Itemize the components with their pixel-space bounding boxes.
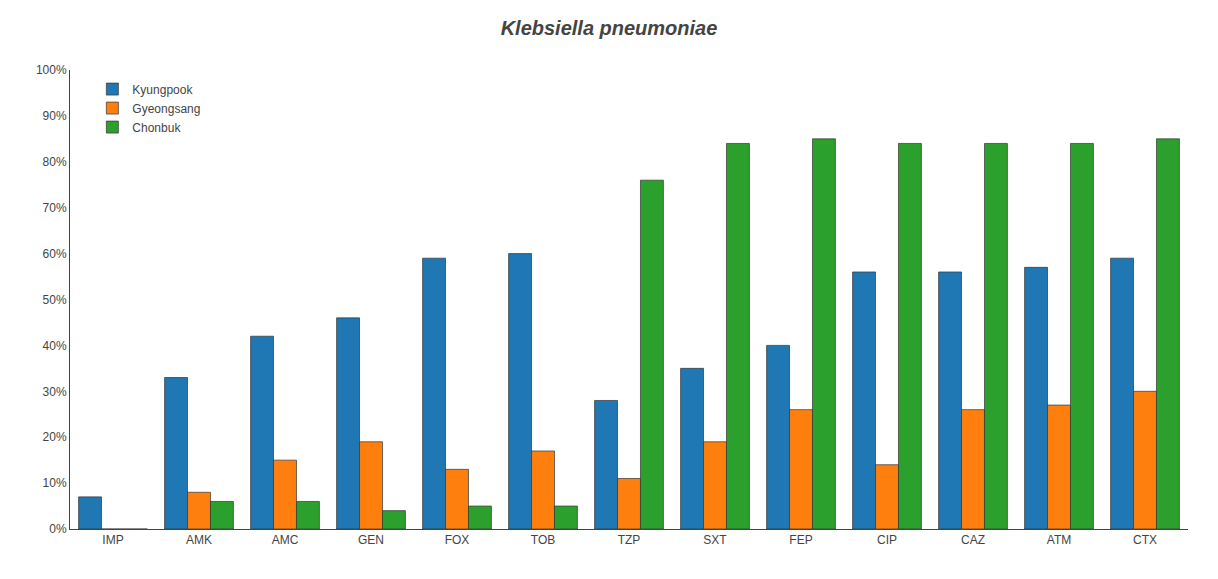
svg-text:CAZ: CAZ — [961, 533, 985, 547]
svg-text:GEN: GEN — [358, 533, 384, 547]
svg-text:TOB: TOB — [531, 533, 555, 547]
svg-text:70%: 70% — [43, 201, 67, 215]
svg-text:60%: 60% — [43, 247, 67, 261]
svg-text:20%: 20% — [43, 430, 67, 444]
svg-text:AMC: AMC — [272, 533, 299, 547]
svg-text:FOX: FOX — [445, 533, 470, 547]
svg-text:90%: 90% — [43, 109, 67, 123]
svg-text:CIP: CIP — [877, 533, 897, 547]
svg-text:30%: 30% — [43, 385, 67, 399]
svg-text:10%: 10% — [43, 476, 67, 490]
svg-text:100%: 100% — [36, 63, 67, 77]
svg-text:40%: 40% — [43, 339, 67, 353]
svg-text:SXT: SXT — [703, 533, 727, 547]
svg-text:ATM: ATM — [1047, 533, 1071, 547]
svg-text:0%: 0% — [49, 522, 67, 536]
svg-text:TZP: TZP — [618, 533, 641, 547]
svg-text:80%: 80% — [43, 155, 67, 169]
svg-text:Kyungpook: Kyungpook — [132, 83, 193, 97]
svg-text:50%: 50% — [43, 293, 67, 307]
svg-text:IMP: IMP — [102, 533, 123, 547]
svg-text:AMK: AMK — [186, 533, 212, 547]
svg-text:Chonbuk: Chonbuk — [132, 121, 181, 135]
svg-text:CTX: CTX — [1133, 533, 1157, 547]
svg-text:FEP: FEP — [789, 533, 812, 547]
svg-text:Gyeongsang: Gyeongsang — [132, 102, 200, 116]
svg-text:Klebsiella pneumoniae: Klebsiella pneumoniae — [501, 17, 718, 39]
